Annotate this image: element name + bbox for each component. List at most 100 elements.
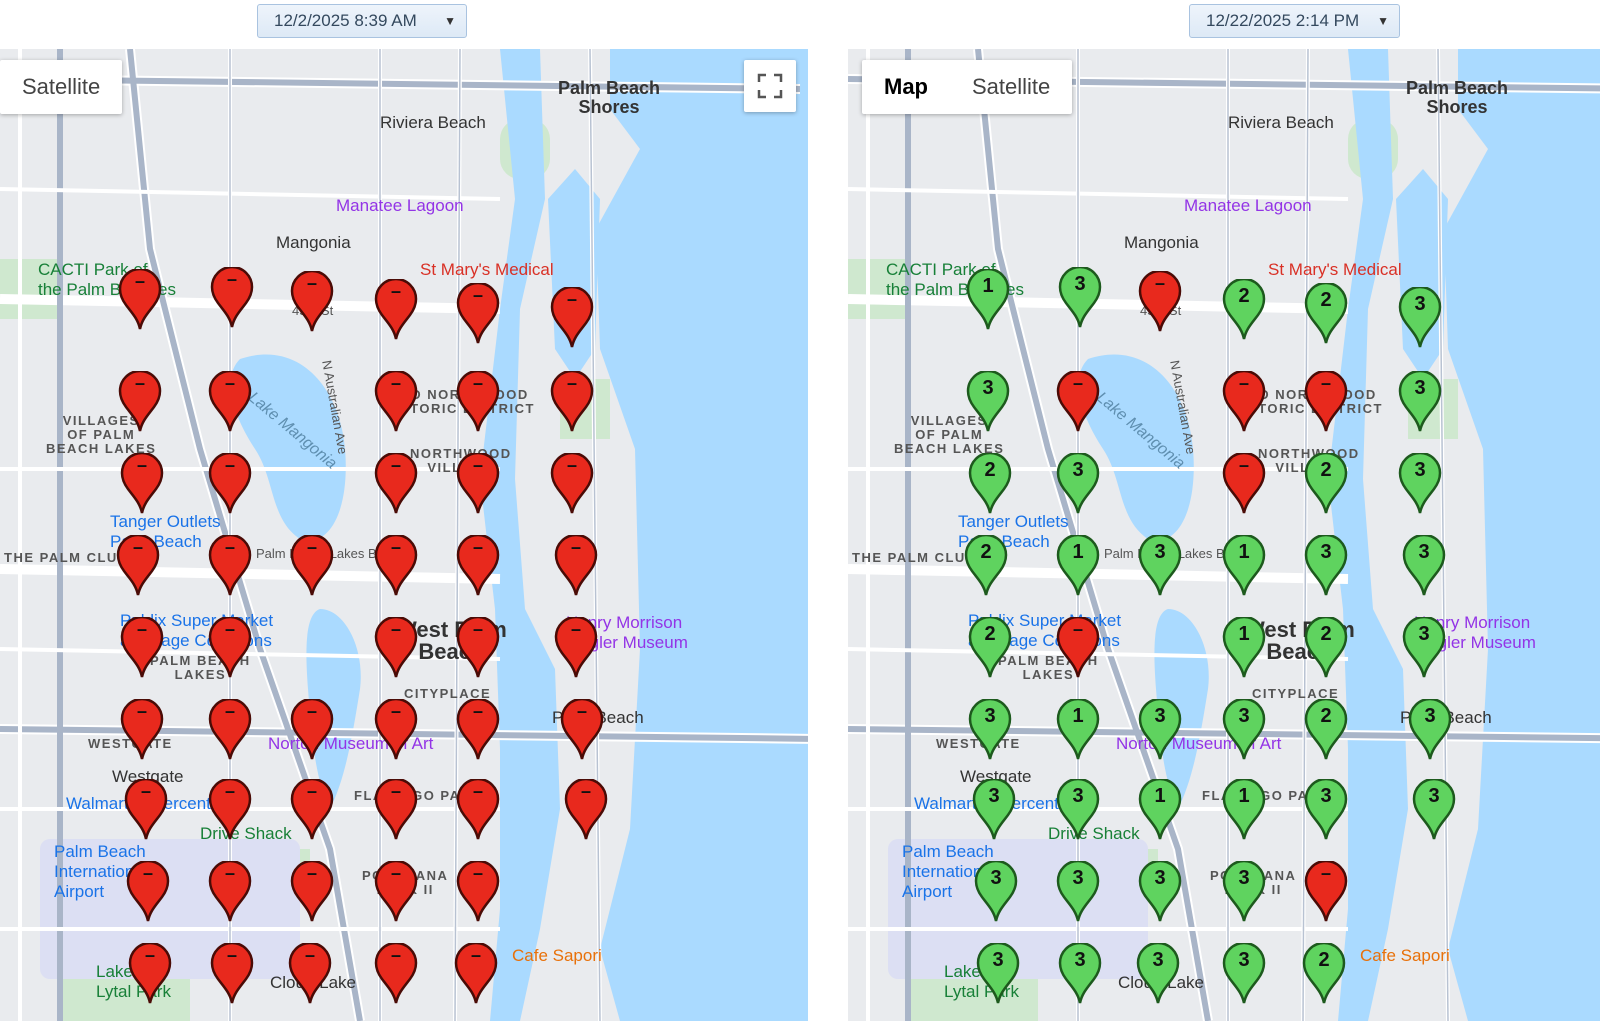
red-map-pin[interactable]: – <box>456 453 500 515</box>
green-map-pin[interactable]: 3 <box>1222 699 1266 761</box>
red-map-pin[interactable]: – <box>374 617 418 679</box>
red-map-pin[interactable]: – <box>128 943 172 1005</box>
red-map-pin[interactable]: – <box>208 617 252 679</box>
green-map-pin[interactable]: 3 <box>1304 535 1348 597</box>
red-map-pin[interactable]: – <box>550 371 594 433</box>
green-map-pin[interactable]: 2 <box>1304 453 1348 515</box>
green-map-pin[interactable]: 3 <box>1222 861 1266 923</box>
red-map-pin[interactable]: – <box>290 271 334 333</box>
green-map-pin[interactable]: 3 <box>1138 861 1182 923</box>
red-map-pin[interactable]: – <box>374 943 418 1005</box>
red-map-pin[interactable]: – <box>456 699 500 761</box>
red-map-pin[interactable]: – <box>374 453 418 515</box>
red-map-pin[interactable]: – <box>1304 861 1348 923</box>
fullscreen-button[interactable] <box>744 60 796 112</box>
red-map-pin[interactable]: – <box>120 699 164 761</box>
red-map-pin[interactable]: – <box>208 779 252 841</box>
red-map-pin[interactable]: – <box>208 861 252 923</box>
green-map-pin[interactable]: 2 <box>1304 617 1348 679</box>
red-map-pin[interactable]: – <box>456 283 500 345</box>
red-map-pin[interactable]: – <box>290 535 334 597</box>
red-map-pin[interactable]: – <box>290 779 334 841</box>
red-map-pin[interactable]: – <box>290 861 334 923</box>
red-map-pin[interactable]: – <box>554 617 598 679</box>
green-map-pin[interactable]: 1 <box>1138 779 1182 841</box>
red-map-pin[interactable]: – <box>118 371 162 433</box>
red-map-pin[interactable]: – <box>1304 371 1348 433</box>
red-map-pin[interactable]: – <box>374 861 418 923</box>
green-map-pin[interactable]: 2 <box>1222 279 1266 341</box>
green-map-pin[interactable]: 3 <box>974 861 1018 923</box>
red-map-pin[interactable]: – <box>1056 617 1100 679</box>
green-map-pin[interactable]: 1 <box>1222 779 1266 841</box>
green-map-pin[interactable]: 2 <box>1304 699 1348 761</box>
red-map-pin[interactable]: – <box>1056 371 1100 433</box>
red-map-pin[interactable]: – <box>550 453 594 515</box>
green-map-pin[interactable]: 1 <box>1222 535 1266 597</box>
green-map-pin[interactable]: 3 <box>1136 943 1180 1005</box>
red-map-pin[interactable]: – <box>208 453 252 515</box>
green-map-pin[interactable]: 3 <box>1402 617 1446 679</box>
red-map-pin[interactable]: – <box>126 861 170 923</box>
red-map-pin[interactable]: – <box>120 453 164 515</box>
red-map-pin[interactable]: – <box>208 535 252 597</box>
green-map-pin[interactable]: 2 <box>968 453 1012 515</box>
green-map-pin[interactable]: 3 <box>966 371 1010 433</box>
red-map-pin[interactable]: – <box>564 779 608 841</box>
green-map-pin[interactable]: 3 <box>1056 861 1100 923</box>
green-map-pin[interactable]: 2 <box>1304 283 1348 345</box>
green-map-pin[interactable]: 3 <box>1398 287 1442 349</box>
red-map-pin[interactable]: – <box>1138 271 1182 333</box>
maptype-satellite-button[interactable]: Satellite <box>972 74 1051 99</box>
green-map-pin[interactable]: 3 <box>972 779 1016 841</box>
red-map-pin[interactable]: – <box>1222 371 1266 433</box>
green-map-pin[interactable]: 3 <box>968 699 1012 761</box>
green-map-pin[interactable]: 1 <box>1056 535 1100 597</box>
green-map-pin[interactable]: 3 <box>1408 699 1452 761</box>
green-map-pin[interactable]: 2 <box>964 535 1008 597</box>
red-map-pin[interactable]: – <box>1222 453 1266 515</box>
red-map-pin[interactable]: – <box>560 699 604 761</box>
green-map-pin[interactable]: 2 <box>1302 943 1346 1005</box>
maptype-map-button[interactable]: Map <box>884 74 928 99</box>
green-map-pin[interactable]: 3 <box>1398 371 1442 433</box>
right-map[interactable]: Riviera Beach Palm Beach Shores Manatee La… <box>848 49 1600 1021</box>
red-map-pin[interactable]: – <box>118 269 162 331</box>
green-map-pin[interactable]: 3 <box>1412 779 1456 841</box>
red-map-pin[interactable]: – <box>454 943 498 1005</box>
red-map-pin[interactable]: – <box>456 371 500 433</box>
green-map-pin[interactable]: 3 <box>1304 779 1348 841</box>
red-map-pin[interactable]: – <box>374 699 418 761</box>
red-map-pin[interactable]: – <box>208 371 252 433</box>
red-map-pin[interactable]: – <box>374 371 418 433</box>
red-map-pin[interactable]: – <box>456 779 500 841</box>
green-map-pin[interactable]: 1 <box>1222 617 1266 679</box>
green-map-pin[interactable]: 3 <box>1398 453 1442 515</box>
red-map-pin[interactable]: – <box>210 267 254 329</box>
green-map-pin[interactable]: 1 <box>1056 699 1100 761</box>
red-map-pin[interactable]: – <box>208 699 252 761</box>
green-map-pin[interactable]: 3 <box>1138 535 1182 597</box>
maptype-satellite-button[interactable]: Satellite <box>22 74 101 99</box>
green-map-pin[interactable]: 3 <box>1138 699 1182 761</box>
red-map-pin[interactable]: – <box>120 617 164 679</box>
green-map-pin[interactable]: 2 <box>968 617 1012 679</box>
red-map-pin[interactable]: – <box>456 535 500 597</box>
red-map-pin[interactable]: – <box>374 779 418 841</box>
green-map-pin[interactable]: 3 <box>1222 943 1266 1005</box>
red-map-pin[interactable]: – <box>554 535 598 597</box>
red-map-pin[interactable]: – <box>456 861 500 923</box>
red-map-pin[interactable]: – <box>288 943 332 1005</box>
green-map-pin[interactable]: 3 <box>1056 453 1100 515</box>
red-map-pin[interactable]: – <box>290 699 334 761</box>
green-map-pin[interactable]: 3 <box>1056 779 1100 841</box>
left-date-select[interactable]: 12/2/2025 8:39 AM ▼ <box>257 4 467 38</box>
red-map-pin[interactable]: – <box>456 617 500 679</box>
red-map-pin[interactable]: – <box>116 535 160 597</box>
right-date-select[interactable]: 12/22/2025 2:14 PM ▼ <box>1189 4 1400 38</box>
red-map-pin[interactable]: – <box>550 287 594 349</box>
green-map-pin[interactable]: 3 <box>1402 535 1446 597</box>
green-map-pin[interactable]: 3 <box>976 943 1020 1005</box>
green-map-pin[interactable]: 1 <box>966 269 1010 331</box>
red-map-pin[interactable]: – <box>374 535 418 597</box>
